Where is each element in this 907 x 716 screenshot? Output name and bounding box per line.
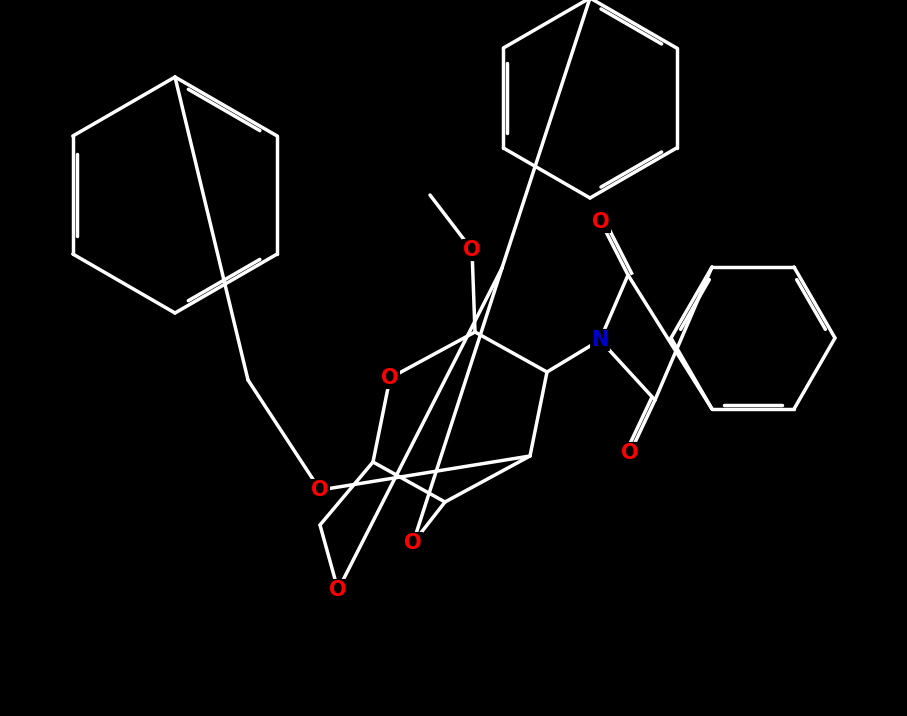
Text: O: O: [621, 443, 639, 463]
Text: O: O: [311, 480, 329, 500]
Text: O: O: [405, 533, 422, 553]
Text: O: O: [329, 580, 346, 600]
Text: O: O: [621, 443, 639, 463]
Text: O: O: [311, 480, 329, 500]
Text: N: N: [591, 330, 609, 350]
Text: O: O: [592, 212, 610, 232]
Text: O: O: [329, 580, 346, 600]
Text: O: O: [405, 533, 422, 553]
Text: O: O: [463, 240, 481, 260]
Text: O: O: [381, 368, 399, 388]
Text: O: O: [381, 368, 399, 388]
Text: N: N: [591, 330, 609, 350]
Text: O: O: [592, 212, 610, 232]
Text: O: O: [463, 240, 481, 260]
